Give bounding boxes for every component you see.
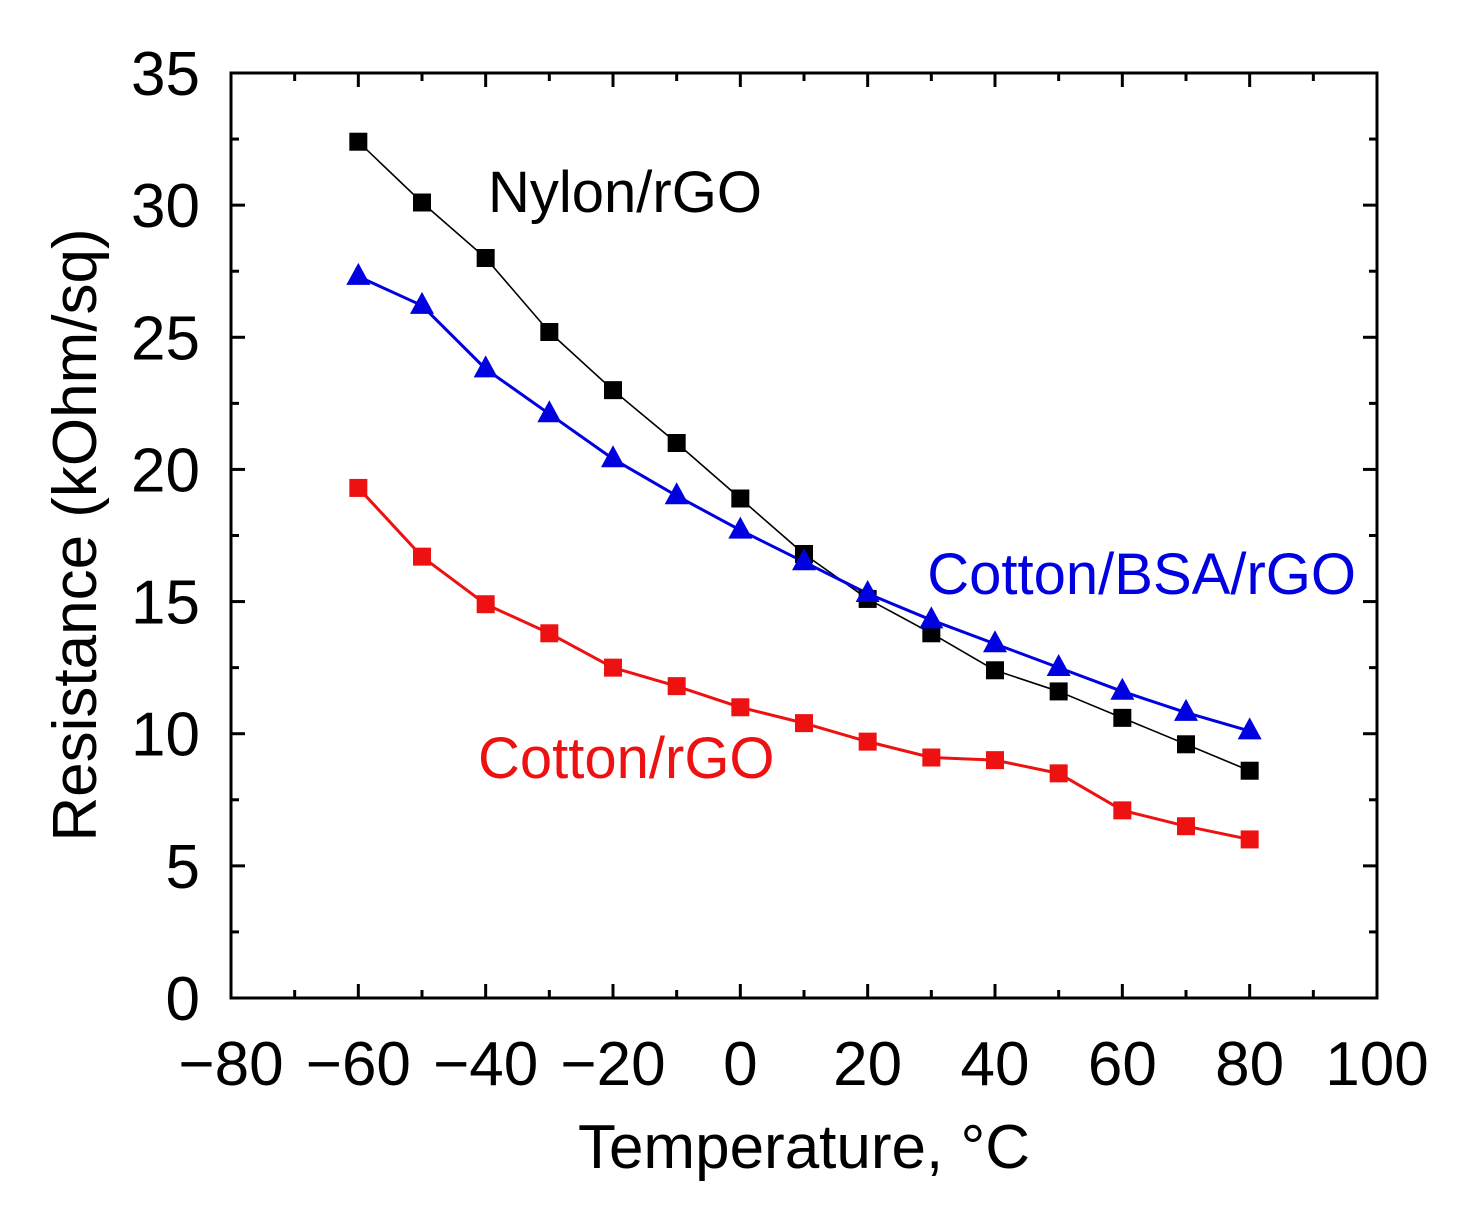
data-point-nylon-rgo bbox=[986, 661, 1004, 680]
data-point-cotton-rgo bbox=[540, 624, 559, 643]
x-tick-label: 0 bbox=[723, 1030, 757, 1099]
data-point-cotton-bsa-rgo bbox=[983, 630, 1007, 653]
data-point-nylon-rgo bbox=[922, 624, 941, 643]
data-point-nylon-rgo bbox=[731, 489, 750, 508]
data-point-cotton-rgo bbox=[795, 714, 813, 733]
x-tick-label: 100 bbox=[1325, 1030, 1428, 1099]
data-point-cotton-bsa-rgo bbox=[728, 516, 753, 539]
data-point-cotton-rgo bbox=[349, 478, 368, 497]
x-tick-label: −40 bbox=[433, 1030, 538, 1099]
data-point-cotton-bsa-rgo bbox=[537, 400, 562, 423]
data-point-nylon-rgo bbox=[1177, 735, 1195, 754]
markers-layer bbox=[346, 132, 1262, 849]
series-line-nylon-rgo bbox=[357, 141, 1250, 772]
data-point-cotton-rgo bbox=[1240, 830, 1259, 849]
data-point-cotton-bsa-rgo bbox=[792, 548, 816, 571]
data-point-nylon-rgo bbox=[349, 132, 368, 151]
data-point-nylon-rgo bbox=[1240, 761, 1259, 780]
x-tick-label: −20 bbox=[560, 1030, 665, 1099]
y-tick-label: 20 bbox=[131, 436, 200, 505]
data-point-cotton-bsa-rgo bbox=[601, 445, 625, 468]
data-point-cotton-rgo bbox=[1113, 801, 1132, 820]
y-tick-label: 35 bbox=[131, 40, 200, 109]
data-point-cotton-rgo bbox=[986, 751, 1004, 770]
x-tick-label: 40 bbox=[961, 1030, 1030, 1099]
y-tick-label: 25 bbox=[131, 304, 200, 373]
data-point-nylon-rgo bbox=[413, 193, 431, 212]
data-point-cotton-rgo bbox=[731, 698, 750, 717]
series-label-cotton-bsa-rgo: Cotton/BSA/rGO bbox=[927, 542, 1356, 607]
data-point-nylon-rgo bbox=[604, 381, 622, 400]
data-point-cotton-bsa-rgo bbox=[473, 355, 498, 378]
series-label-cotton-rgo: Cotton/rGO bbox=[478, 726, 775, 791]
y-tick-label: 0 bbox=[166, 965, 200, 1034]
series-line-cotton-bsa-rgo bbox=[357, 275, 1251, 733]
data-point-cotton-rgo bbox=[922, 748, 941, 767]
data-point-nylon-rgo bbox=[1049, 682, 1068, 701]
x-tick-label: 60 bbox=[1088, 1030, 1157, 1099]
data-point-cotton-bsa-rgo bbox=[410, 291, 434, 314]
y-tick-label: 30 bbox=[131, 172, 200, 241]
data-point-nylon-rgo bbox=[1113, 708, 1132, 727]
data-point-cotton-bsa-rgo bbox=[664, 482, 689, 505]
y-axis-title: Resistance (kOhm/sq) bbox=[41, 228, 110, 841]
data-point-cotton-bsa-rgo bbox=[1237, 717, 1262, 740]
data-point-cotton-rgo bbox=[1049, 764, 1068, 783]
y-tick-label: 15 bbox=[131, 569, 200, 638]
series-labels: Nylon/rGO Cotton/BSA/rGO Cotton/rGO bbox=[478, 160, 1356, 791]
y-tick-label: 10 bbox=[131, 701, 200, 770]
labels-layer: −80 −60 −40 −20 0 20 40 60 80 100 0 5 10 15 20 25 30 35 bbox=[131, 40, 1429, 1099]
data-point-cotton-rgo bbox=[858, 732, 877, 751]
data-point-cotton-rgo bbox=[413, 547, 431, 566]
data-point-cotton-bsa-rgo bbox=[1174, 698, 1198, 721]
plot-frame bbox=[229, 71, 1379, 1000]
x-tick-label: 80 bbox=[1215, 1030, 1284, 1099]
x-tick-label: −80 bbox=[178, 1030, 283, 1099]
data-point-cotton-bsa-rgo bbox=[1110, 677, 1135, 700]
data-point-nylon-rgo bbox=[476, 249, 495, 267]
series-label-nylon-rgo: Nylon/rGO bbox=[488, 160, 762, 225]
data-point-cotton-bsa-rgo bbox=[346, 262, 371, 285]
data-point-cotton-rgo bbox=[667, 677, 686, 696]
data-point-cotton-rgo bbox=[604, 658, 622, 677]
data-point-cotton-rgo bbox=[1177, 817, 1195, 836]
data-point-nylon-rgo bbox=[667, 434, 686, 452]
data-point-nylon-rgo bbox=[540, 323, 559, 341]
x-tick-label: −60 bbox=[306, 1030, 411, 1099]
x-tick-label: 20 bbox=[833, 1030, 902, 1099]
x-axis-title: Temperature, °C bbox=[578, 1113, 1030, 1182]
data-point-cotton-bsa-rgo bbox=[919, 606, 944, 629]
y-tick-label: 5 bbox=[166, 833, 200, 902]
data-point-cotton-bsa-rgo bbox=[855, 580, 880, 603]
data-point-cotton-bsa-rgo bbox=[1046, 654, 1071, 677]
data-point-cotton-rgo bbox=[476, 595, 495, 614]
